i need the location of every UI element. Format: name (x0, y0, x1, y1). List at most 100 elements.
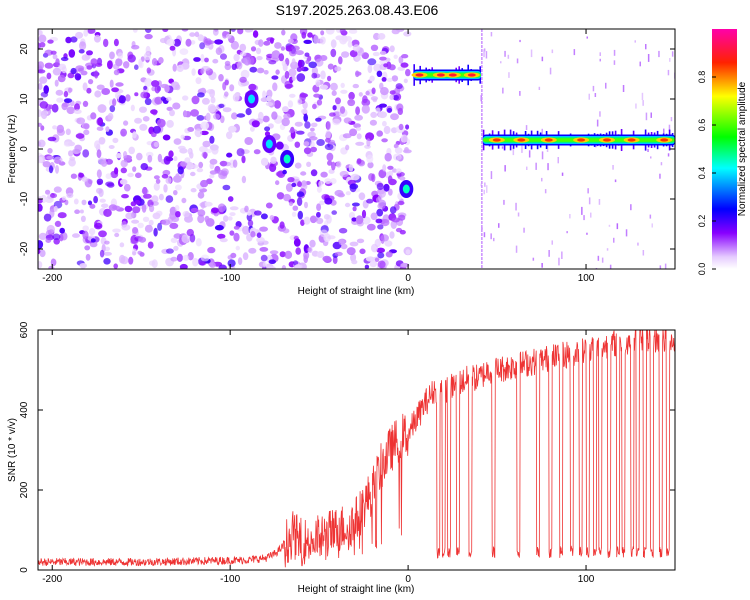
noise-blob (365, 132, 375, 141)
noise-blob (338, 239, 345, 246)
noise-blob (200, 53, 205, 63)
noise-blob (98, 137, 106, 145)
noise-blob (377, 252, 385, 259)
noise-blob (241, 155, 246, 164)
boundary-streak (481, 217, 483, 220)
noise-streak (557, 157, 559, 164)
noise-blob (237, 61, 243, 70)
y-tick-label: 200 (19, 481, 30, 498)
noise-blob (170, 237, 178, 244)
noise-streak (645, 44, 647, 50)
x-tick-label: -200 (42, 273, 62, 284)
noise-blob (394, 147, 403, 154)
noise-streak (561, 251, 563, 259)
noise-streak (525, 125, 528, 131)
boundary-streak (481, 169, 483, 172)
noise-blob (189, 32, 196, 37)
noise-blob (383, 183, 390, 192)
boundary-streak (481, 181, 483, 184)
noise-blob (378, 169, 387, 179)
noise-blob (189, 151, 194, 159)
colorbar-tick-label: 0.8 (697, 71, 707, 84)
boundary-streak (481, 85, 483, 88)
noise-blob (78, 49, 85, 54)
noise-blob (268, 259, 276, 265)
noise-blob (47, 136, 57, 142)
noise-blob (101, 160, 108, 167)
noise-streak (599, 58, 601, 62)
boundary-streak (481, 193, 483, 196)
noise-blob (365, 90, 370, 96)
noise-blob (200, 179, 209, 188)
noise-blob (316, 99, 323, 106)
noise-blob (332, 105, 337, 111)
snr-ticks: -200 -100 0 100 0 200 400 600 (19, 321, 675, 585)
noise-blob (158, 57, 164, 64)
noise-blob (256, 56, 263, 61)
noise-blob (52, 67, 62, 76)
noise-blob (226, 131, 233, 140)
noise-blob (222, 81, 227, 91)
noise-blob (371, 243, 378, 253)
noise-blob (346, 247, 356, 256)
noise-blob (369, 119, 377, 126)
noise-blob (38, 240, 44, 249)
noise-blob (149, 204, 155, 213)
noise-streak (504, 165, 506, 172)
chart-title: S197.2025.263.08.43.E06 (276, 2, 439, 18)
noise-streak (493, 237, 495, 242)
noise-blob (138, 236, 147, 243)
noise-blob (355, 141, 365, 146)
snr-ylabel: SNR (10 * v/v) (7, 418, 18, 482)
noise-blob (334, 251, 343, 257)
noise-blob (123, 183, 131, 192)
noise-streak (663, 128, 665, 134)
noise-blob (123, 120, 129, 126)
noise-blob (201, 151, 208, 158)
noise-blob (400, 134, 408, 143)
noise-blob (180, 134, 185, 140)
noise-blob (38, 232, 48, 240)
noise-blob (123, 151, 128, 159)
noise-blob (132, 29, 138, 33)
noise-blob (197, 209, 206, 217)
noise-blob (253, 210, 262, 216)
noise-blob (291, 58, 296, 66)
noise-blob (389, 206, 397, 214)
noise-blob (391, 217, 400, 223)
noise-blob (228, 125, 237, 133)
noise-blob (46, 72, 52, 80)
noise-streak (613, 237, 615, 243)
noise-blob (45, 238, 52, 243)
noise-blob (288, 68, 297, 77)
boundary-streak (481, 201, 483, 204)
noise-blob (136, 152, 143, 161)
noise-blob (270, 156, 277, 164)
noise-blob (245, 108, 252, 116)
noise-blob (177, 166, 184, 175)
boundary-streak (481, 177, 483, 180)
noise-blob (340, 89, 348, 94)
noise-blob (266, 89, 273, 99)
noise-blob (172, 102, 181, 110)
noise-blob (227, 216, 233, 221)
noise-blob (400, 262, 410, 268)
noise-blob (349, 183, 359, 190)
noise-blob (93, 195, 98, 204)
boundary-streak (481, 229, 483, 232)
noise-blob (376, 182, 384, 191)
noise-blob (68, 87, 72, 93)
noise-blob (282, 63, 288, 72)
noise-blob (289, 93, 296, 98)
noise-blob (352, 44, 361, 52)
noise-blob (222, 184, 231, 191)
noise-blob (190, 40, 196, 45)
noise-streak (660, 162, 663, 166)
noise-blob (259, 226, 268, 232)
noise-blob (131, 219, 140, 224)
noise-streak (645, 112, 648, 121)
noise-blob (182, 254, 190, 261)
noise-blob (89, 203, 96, 209)
noise-blob (99, 249, 105, 258)
noise-blob (161, 174, 169, 179)
